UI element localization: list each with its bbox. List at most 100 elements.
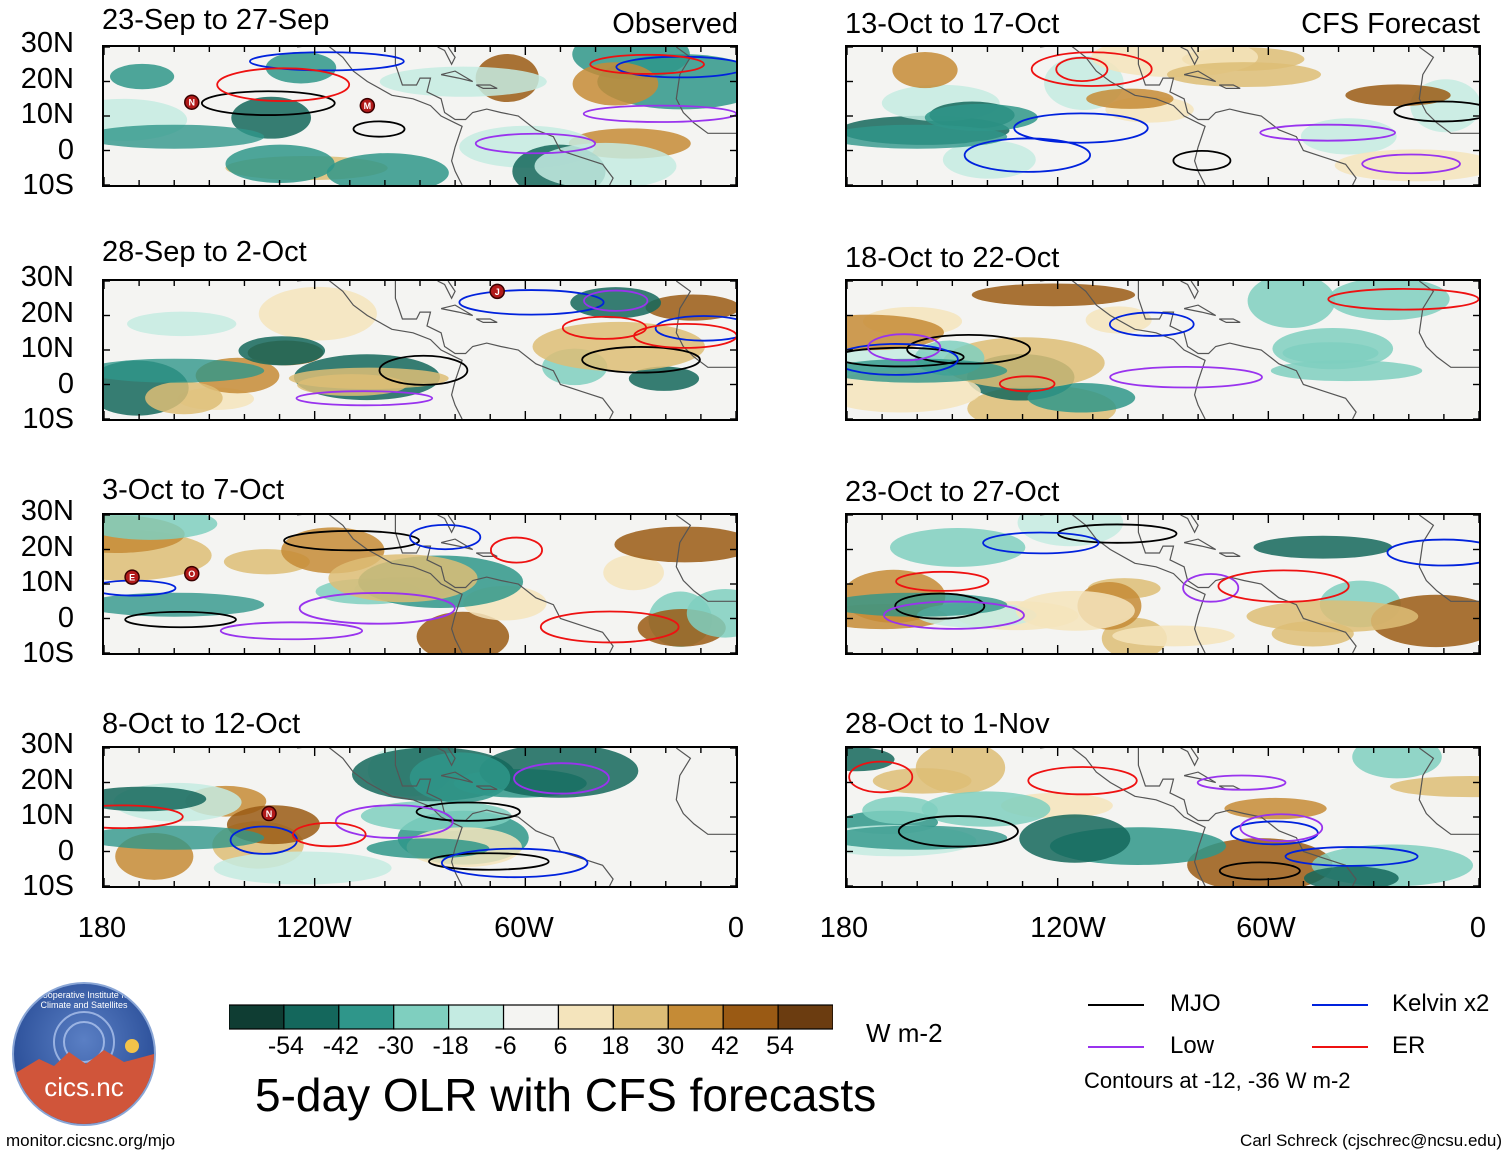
wave-contour-er xyxy=(561,315,648,340)
y-tick-label: 10S xyxy=(22,169,74,201)
wave-contour-mjo xyxy=(200,90,336,116)
storm-letter: J xyxy=(495,287,500,297)
y-tick-label: 30N xyxy=(20,27,74,59)
olr-anomaly-shading xyxy=(238,336,326,366)
olr-map-panel xyxy=(845,513,1481,655)
y-tick-label: 0 xyxy=(57,834,74,867)
coastline xyxy=(394,281,614,419)
coastline xyxy=(1040,748,1206,886)
wave-contour-low xyxy=(298,592,456,625)
y-tick-label: 10N xyxy=(20,799,74,831)
map-canvas: N xyxy=(104,748,736,886)
colorbar-swatch xyxy=(722,1004,779,1030)
legend-line-er xyxy=(1312,1046,1368,1048)
colorbar-swatch xyxy=(612,1004,669,1030)
storm-letter: N xyxy=(266,809,273,819)
olr-anomaly-shading xyxy=(104,515,218,540)
olr-anomaly-shading xyxy=(231,96,312,139)
y-tick-label: 30N xyxy=(20,261,74,293)
y-tick-label: 20N xyxy=(20,530,74,563)
wave-contour-er xyxy=(291,821,367,848)
coastline xyxy=(675,515,736,602)
y-tick-label: 20N xyxy=(20,763,74,796)
x-tick-label: 0 xyxy=(727,912,745,944)
olr-anomaly-shading xyxy=(872,768,972,794)
wave-contour-er xyxy=(998,375,1056,393)
coastline xyxy=(675,748,736,835)
logo-graphic xyxy=(14,1011,154,1124)
olr-anomaly-shading xyxy=(104,124,265,149)
coastline xyxy=(475,785,498,790)
coastline xyxy=(475,84,498,89)
x-tick-label: 120W xyxy=(1030,912,1106,944)
legend-label-er: ER xyxy=(1392,1032,1426,1059)
wave-contour-er xyxy=(104,804,184,830)
y-tick-label: 10S xyxy=(22,870,74,902)
coastline xyxy=(475,552,498,557)
olr-anomaly-shading xyxy=(1224,797,1327,820)
wave-contour-er xyxy=(1027,766,1138,796)
coastline xyxy=(297,281,463,419)
units-label: W m-2 xyxy=(866,1018,943,1048)
coastline xyxy=(440,304,474,317)
panel-title: 8-Oct to 12-Oct xyxy=(102,708,301,740)
wave-contour-low xyxy=(474,132,597,155)
coastline xyxy=(1183,70,1217,83)
colorbar-label: 6 xyxy=(553,1032,568,1060)
wave-contour-kelvin xyxy=(982,531,1100,555)
main-title: 5-day OLR with CFS forecasts xyxy=(255,1069,877,1121)
storm-marker: E xyxy=(124,569,140,585)
colorbar-swatch xyxy=(283,1004,340,1030)
wave-contour-low xyxy=(582,104,736,123)
olr-anomaly-shading xyxy=(225,144,335,183)
olr-anomaly-shading xyxy=(258,286,377,341)
coastline xyxy=(1137,47,1357,185)
coastline xyxy=(1040,281,1206,419)
colorbar-label: -6 xyxy=(494,1032,517,1060)
colorbar-label: -18 xyxy=(432,1032,469,1060)
olr-anomaly-shading xyxy=(570,287,662,319)
storm-marker: N xyxy=(184,94,200,110)
olr-anomaly-shading xyxy=(532,321,705,372)
wave-contour-er xyxy=(1327,287,1479,311)
coastline xyxy=(675,281,736,368)
wave-contour-er xyxy=(1030,51,1153,87)
olr-anomaly-shading xyxy=(265,51,337,84)
x-tick-label: 0 xyxy=(1469,912,1487,944)
olr-anomaly-shading xyxy=(1328,281,1450,321)
olr-anomaly-shading xyxy=(104,825,265,850)
colorbar-swatch xyxy=(557,1004,614,1030)
coastline xyxy=(1418,515,1479,602)
wave-contour-kelvin xyxy=(409,523,482,551)
olr-anomaly-shading xyxy=(1271,621,1354,647)
coastline xyxy=(1180,47,1199,66)
coastline xyxy=(437,515,456,534)
olr-anomaly-shading xyxy=(1345,84,1451,107)
y-tick-label: 10S xyxy=(22,637,74,669)
colorbar-label: 42 xyxy=(711,1032,740,1060)
colorbar-label: -54 xyxy=(267,1032,304,1060)
panel-title: 28-Sep to 2-Oct xyxy=(102,236,307,268)
wave-contour-low xyxy=(334,804,454,839)
coastline xyxy=(1418,281,1479,368)
y-tick-label: 20N xyxy=(20,296,74,329)
wave-contour-mjo xyxy=(581,346,701,374)
wave-contour-er xyxy=(589,53,705,75)
footer-url: monitor.cicsnc.org/mjo xyxy=(6,1131,176,1150)
wave-contour-er xyxy=(895,570,990,592)
legend-line-low xyxy=(1088,1046,1144,1048)
wave-contour-mjo xyxy=(1172,149,1232,172)
coastline xyxy=(394,47,614,185)
coastline xyxy=(1218,318,1241,323)
footer-credit: Carl Schreck (cjschrec@ncsu.edu) xyxy=(1240,1131,1502,1150)
olr-anomaly-shading xyxy=(924,103,1038,131)
olr-anomaly-shading xyxy=(104,592,265,617)
y-tick-label: 20N xyxy=(20,62,74,95)
storm-letter: N xyxy=(189,98,196,108)
coastline xyxy=(475,318,498,323)
olr-anomaly-shading xyxy=(1017,515,1124,547)
wave-contour-mjo xyxy=(124,610,237,629)
panel-title: 23-Oct to 27-Oct xyxy=(845,476,1060,508)
